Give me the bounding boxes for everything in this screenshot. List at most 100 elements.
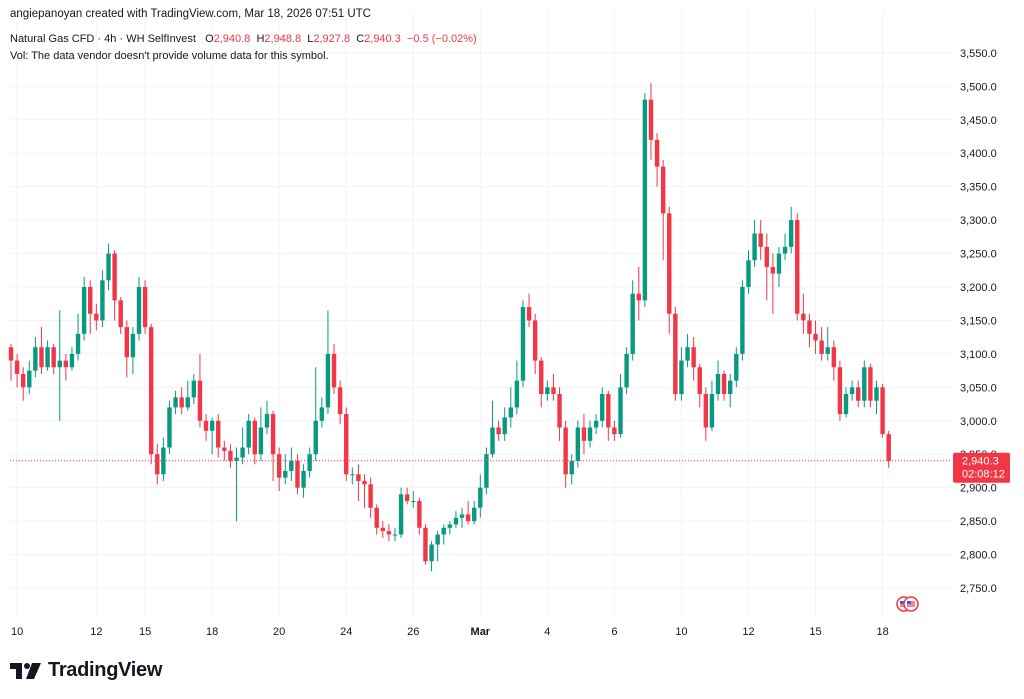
candle-body: [307, 454, 312, 471]
candle-body: [514, 380, 520, 408]
open-value: 2,940.8: [213, 33, 251, 45]
high-label: H: [256, 33, 265, 45]
y-tick-label: 3,100.0: [960, 349, 997, 361]
y-tick-label: 2,850.0: [960, 516, 997, 528]
candle-up: [514, 360, 520, 415]
candle-up: [776, 246, 782, 287]
symbol-name[interactable]: Natural Gas CFD: [10, 33, 95, 45]
candle-down: [94, 303, 99, 331]
low-value: 2,927.8: [313, 33, 351, 45]
candle-body: [478, 487, 483, 508]
tradingview-logo[interactable]: TradingView: [10, 659, 162, 682]
y-tick-label: 3,150.0: [960, 315, 997, 327]
candle-body: [264, 414, 270, 428]
candle-up: [429, 541, 434, 572]
countdown-timer: 02:08:12: [962, 469, 1005, 481]
y-tick-label: 3,550.0: [960, 48, 997, 60]
candle-body: [630, 293, 635, 354]
candle-body: [673, 313, 678, 395]
candle-up: [520, 300, 526, 388]
candle-down: [39, 327, 44, 374]
y-tick-label: 3,000.0: [960, 416, 997, 428]
x-tick-label: 12: [742, 626, 754, 638]
candle-down: [563, 420, 568, 488]
candle-up: [618, 373, 623, 438]
candle-body: [807, 320, 812, 334]
candle-body: [222, 447, 227, 451]
candle-up: [709, 380, 715, 431]
candle-body: [752, 233, 757, 261]
candle-down: [697, 363, 702, 408]
candle-body: [831, 347, 837, 368]
candle-body: [593, 420, 599, 428]
last-price-tag: [953, 452, 1010, 483]
candle-down: [331, 343, 337, 395]
candle-body: [112, 253, 117, 301]
candle-body: [246, 420, 251, 448]
candle-body: [447, 524, 453, 528]
candle-up: [587, 420, 593, 448]
candle-body: [118, 300, 123, 328]
interval-label[interactable]: 4h: [104, 33, 117, 45]
candle-up: [319, 397, 325, 428]
candle-down: [14, 353, 20, 388]
candle-body: [240, 447, 245, 458]
candle-body: [51, 347, 56, 368]
candle-body: [88, 286, 93, 314]
candle-body: [179, 397, 184, 408]
candle-body: [526, 307, 532, 321]
candle-down: [886, 430, 891, 468]
change-value: −0.5 (−0.02%): [406, 33, 477, 45]
candle-body: [508, 407, 513, 418]
candle-up: [350, 467, 355, 485]
candle-up: [246, 414, 251, 455]
candle-down: [222, 440, 227, 461]
x-tick-label: 15: [139, 626, 151, 638]
candle-body: [136, 286, 142, 334]
candle-up: [209, 417, 215, 455]
candle-up: [57, 310, 62, 421]
candle-up: [630, 280, 635, 361]
candle-body: [203, 420, 209, 431]
candle-down: [356, 464, 361, 502]
x-tick-label: 15: [809, 626, 821, 638]
candle-up: [545, 380, 550, 401]
last-price-value: 2,940.3: [962, 456, 999, 468]
x-tick-label: 24: [340, 626, 352, 638]
candle-up: [715, 360, 721, 401]
candle-body: [691, 347, 696, 368]
x-tick-label: 10: [675, 626, 687, 638]
y-tick-label: 3,500.0: [960, 81, 997, 93]
x-tick-label: 10: [11, 626, 23, 638]
candle-up: [441, 524, 446, 545]
candle-body: [606, 394, 611, 428]
symbol-legend: Natural Gas CFD · 4h · WH SelfInvest O2,…: [10, 33, 477, 45]
candle-down: [344, 407, 349, 481]
candle-body: [319, 407, 325, 421]
candle-up: [569, 454, 574, 485]
candle-up: [69, 347, 75, 371]
candle-body: [258, 427, 264, 455]
candle-body: [209, 420, 215, 431]
candle-up: [167, 400, 172, 455]
candle-body: [856, 387, 861, 401]
candle-body: [490, 427, 495, 455]
source-label: WH SelfInvest: [126, 33, 196, 45]
candle-body: [142, 286, 148, 328]
candle-body: [642, 99, 648, 301]
volume-note: Vol: The data vendor doesn't provide vol…: [10, 50, 329, 62]
candle-up: [392, 527, 398, 542]
candle-body: [45, 347, 50, 368]
candle-up: [843, 387, 849, 418]
candle-down: [660, 159, 666, 261]
candle-body: [173, 397, 178, 408]
candle-down: [368, 477, 373, 518]
candle-body: [106, 253, 111, 281]
candle-down: [667, 206, 672, 334]
candle-body: [429, 544, 434, 562]
candle-body: [825, 347, 830, 354]
candle-up: [849, 380, 855, 401]
candle-body: [539, 360, 544, 395]
candle-body: [648, 99, 654, 140]
